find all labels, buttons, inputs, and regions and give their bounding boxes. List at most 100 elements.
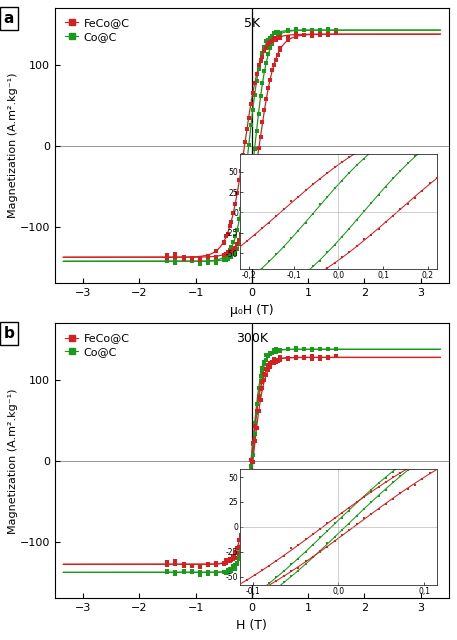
Point: [255, 143, 262, 154]
Point: [228, 216, 235, 227]
Point: [300, 344, 308, 355]
Point: [241, 174, 249, 184]
Point: [261, 359, 268, 369]
Y-axis label: Magnetization (A.m².kg⁻¹): Magnetization (A.m².kg⁻¹): [8, 388, 18, 534]
Point: [232, 248, 239, 259]
Point: [164, 253, 171, 263]
Point: [247, 120, 255, 130]
Point: [228, 566, 235, 576]
Point: [266, 43, 274, 53]
Legend: FeCo@C, Co@C: FeCo@C, Co@C: [60, 329, 134, 362]
Point: [265, 83, 272, 93]
Point: [251, 144, 258, 154]
Point: [238, 232, 245, 243]
Point: [239, 528, 247, 538]
Point: [261, 42, 268, 52]
Point: [276, 44, 284, 54]
Point: [276, 354, 284, 364]
Point: [263, 355, 270, 365]
Point: [269, 358, 276, 369]
Point: [243, 505, 250, 515]
Point: [196, 256, 203, 266]
Point: [196, 259, 203, 269]
Point: [232, 548, 239, 558]
Point: [212, 257, 219, 268]
Point: [235, 554, 243, 564]
Point: [259, 78, 266, 88]
Point: [265, 351, 272, 361]
Point: [266, 75, 274, 85]
Point: [249, 160, 256, 170]
Point: [241, 527, 249, 538]
Point: [308, 28, 316, 38]
Point: [222, 231, 229, 241]
Point: [188, 253, 195, 264]
Point: [308, 26, 316, 36]
Point: [276, 346, 284, 356]
Point: [220, 567, 227, 577]
Point: [228, 555, 235, 565]
Point: [224, 248, 231, 258]
Point: [253, 423, 260, 433]
Point: [269, 39, 276, 49]
Text: a: a: [4, 11, 14, 26]
Point: [274, 31, 282, 42]
Point: [234, 558, 241, 568]
Point: [333, 344, 340, 354]
Point: [251, 168, 258, 178]
Point: [324, 24, 332, 35]
Point: [324, 344, 332, 354]
Point: [253, 408, 260, 419]
Point: [228, 245, 235, 255]
Point: [232, 243, 239, 253]
Point: [224, 566, 231, 577]
Point: [247, 195, 255, 205]
Point: [235, 235, 243, 245]
Point: [224, 246, 231, 257]
Point: [180, 561, 187, 572]
Point: [220, 255, 227, 266]
Point: [265, 360, 272, 370]
Point: [230, 562, 237, 572]
Point: [235, 239, 243, 249]
Point: [220, 237, 227, 248]
Point: [316, 344, 324, 354]
Point: [292, 24, 300, 35]
Point: [263, 93, 270, 104]
Point: [263, 364, 270, 374]
Point: [188, 256, 195, 266]
Point: [222, 557, 229, 568]
Point: [220, 250, 227, 260]
Point: [271, 35, 278, 45]
Point: [251, 418, 258, 428]
Point: [241, 218, 249, 228]
Point: [228, 554, 235, 564]
Point: [257, 55, 264, 65]
Point: [274, 345, 282, 355]
Point: [274, 28, 282, 38]
Point: [212, 567, 219, 577]
Point: [220, 237, 227, 247]
Point: [265, 49, 272, 60]
Point: [324, 29, 332, 39]
Point: [243, 124, 250, 134]
Point: [172, 556, 179, 566]
Point: [226, 556, 233, 566]
Point: [276, 352, 284, 362]
Point: [222, 255, 229, 265]
Point: [232, 563, 239, 573]
Point: [220, 255, 227, 265]
Point: [234, 559, 241, 569]
Point: [212, 246, 219, 256]
Point: [253, 399, 260, 410]
Point: [272, 346, 280, 356]
Point: [228, 564, 235, 574]
Point: [224, 556, 231, 566]
Point: [172, 568, 179, 579]
Text: 5K: 5K: [244, 17, 260, 29]
Point: [257, 384, 264, 394]
Point: [172, 248, 179, 259]
Point: [276, 28, 284, 38]
Point: [243, 206, 250, 216]
Point: [251, 436, 258, 446]
